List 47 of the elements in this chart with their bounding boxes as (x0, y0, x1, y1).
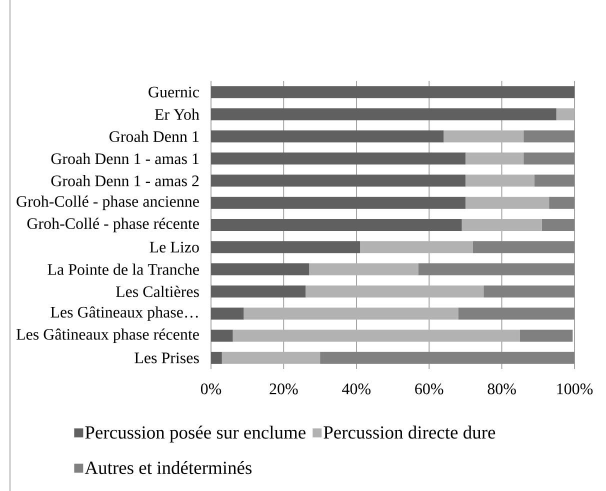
y-tick-label: Guernic (148, 86, 199, 98)
y-tick-label: Les Caltières (116, 286, 199, 298)
bar (309, 263, 418, 276)
bar (306, 285, 484, 298)
bar (211, 130, 444, 142)
bar (211, 218, 462, 231)
bar (211, 174, 466, 187)
bar (211, 196, 466, 209)
legend-label: Percussion directe dure (324, 426, 496, 439)
y-tick-label: Groah Denn 1 - amas 1 (51, 152, 199, 164)
bar (244, 308, 458, 320)
y-tick-label: Groah Denn 1 - amas 2 (51, 175, 199, 186)
bar (556, 108, 575, 120)
y-tick-label: Groah Denn 1 (110, 130, 199, 142)
bar (465, 152, 524, 165)
bar (211, 330, 233, 342)
y-tick-label: Groh-Collé - phase récente (27, 218, 199, 232)
bar (211, 152, 466, 165)
bar (465, 196, 550, 209)
x-tick-label: 80% (488, 384, 516, 394)
bar (222, 352, 320, 364)
bar (211, 308, 244, 320)
y-tick-label: Groh-Collé - phase ancienne (16, 196, 199, 210)
x-tick-label: 40% (342, 384, 371, 394)
x-tick-label: 20% (270, 384, 298, 394)
legend-label: Autres et indéterminés (84, 461, 252, 474)
y-tick-label: Les Prises (134, 352, 199, 364)
legend-label: Percussion posée sur enclume (85, 426, 306, 442)
x-tick-label: 100% (557, 384, 593, 394)
y-tick-label: Er Yoh (154, 108, 200, 120)
bar (211, 352, 222, 364)
bar (211, 241, 360, 254)
x-tick-label: 0% (200, 384, 222, 394)
y-tick-label: Les Gâtineaux phase récente (16, 328, 199, 344)
bar (211, 263, 310, 276)
bar (462, 218, 542, 231)
bar (465, 174, 535, 187)
y-tick-label: Le Lizo (150, 242, 199, 253)
x-tick-label: 60% (415, 384, 444, 394)
bar (211, 86, 575, 98)
bar (360, 241, 473, 254)
y-tick-label: La Pointe de la Tranche (48, 264, 199, 275)
bar (444, 130, 524, 142)
bar (232, 330, 520, 342)
y-tick-label: Les Gâtineaux phase… (50, 306, 198, 321)
bar (211, 108, 556, 120)
bar (211, 285, 306, 298)
